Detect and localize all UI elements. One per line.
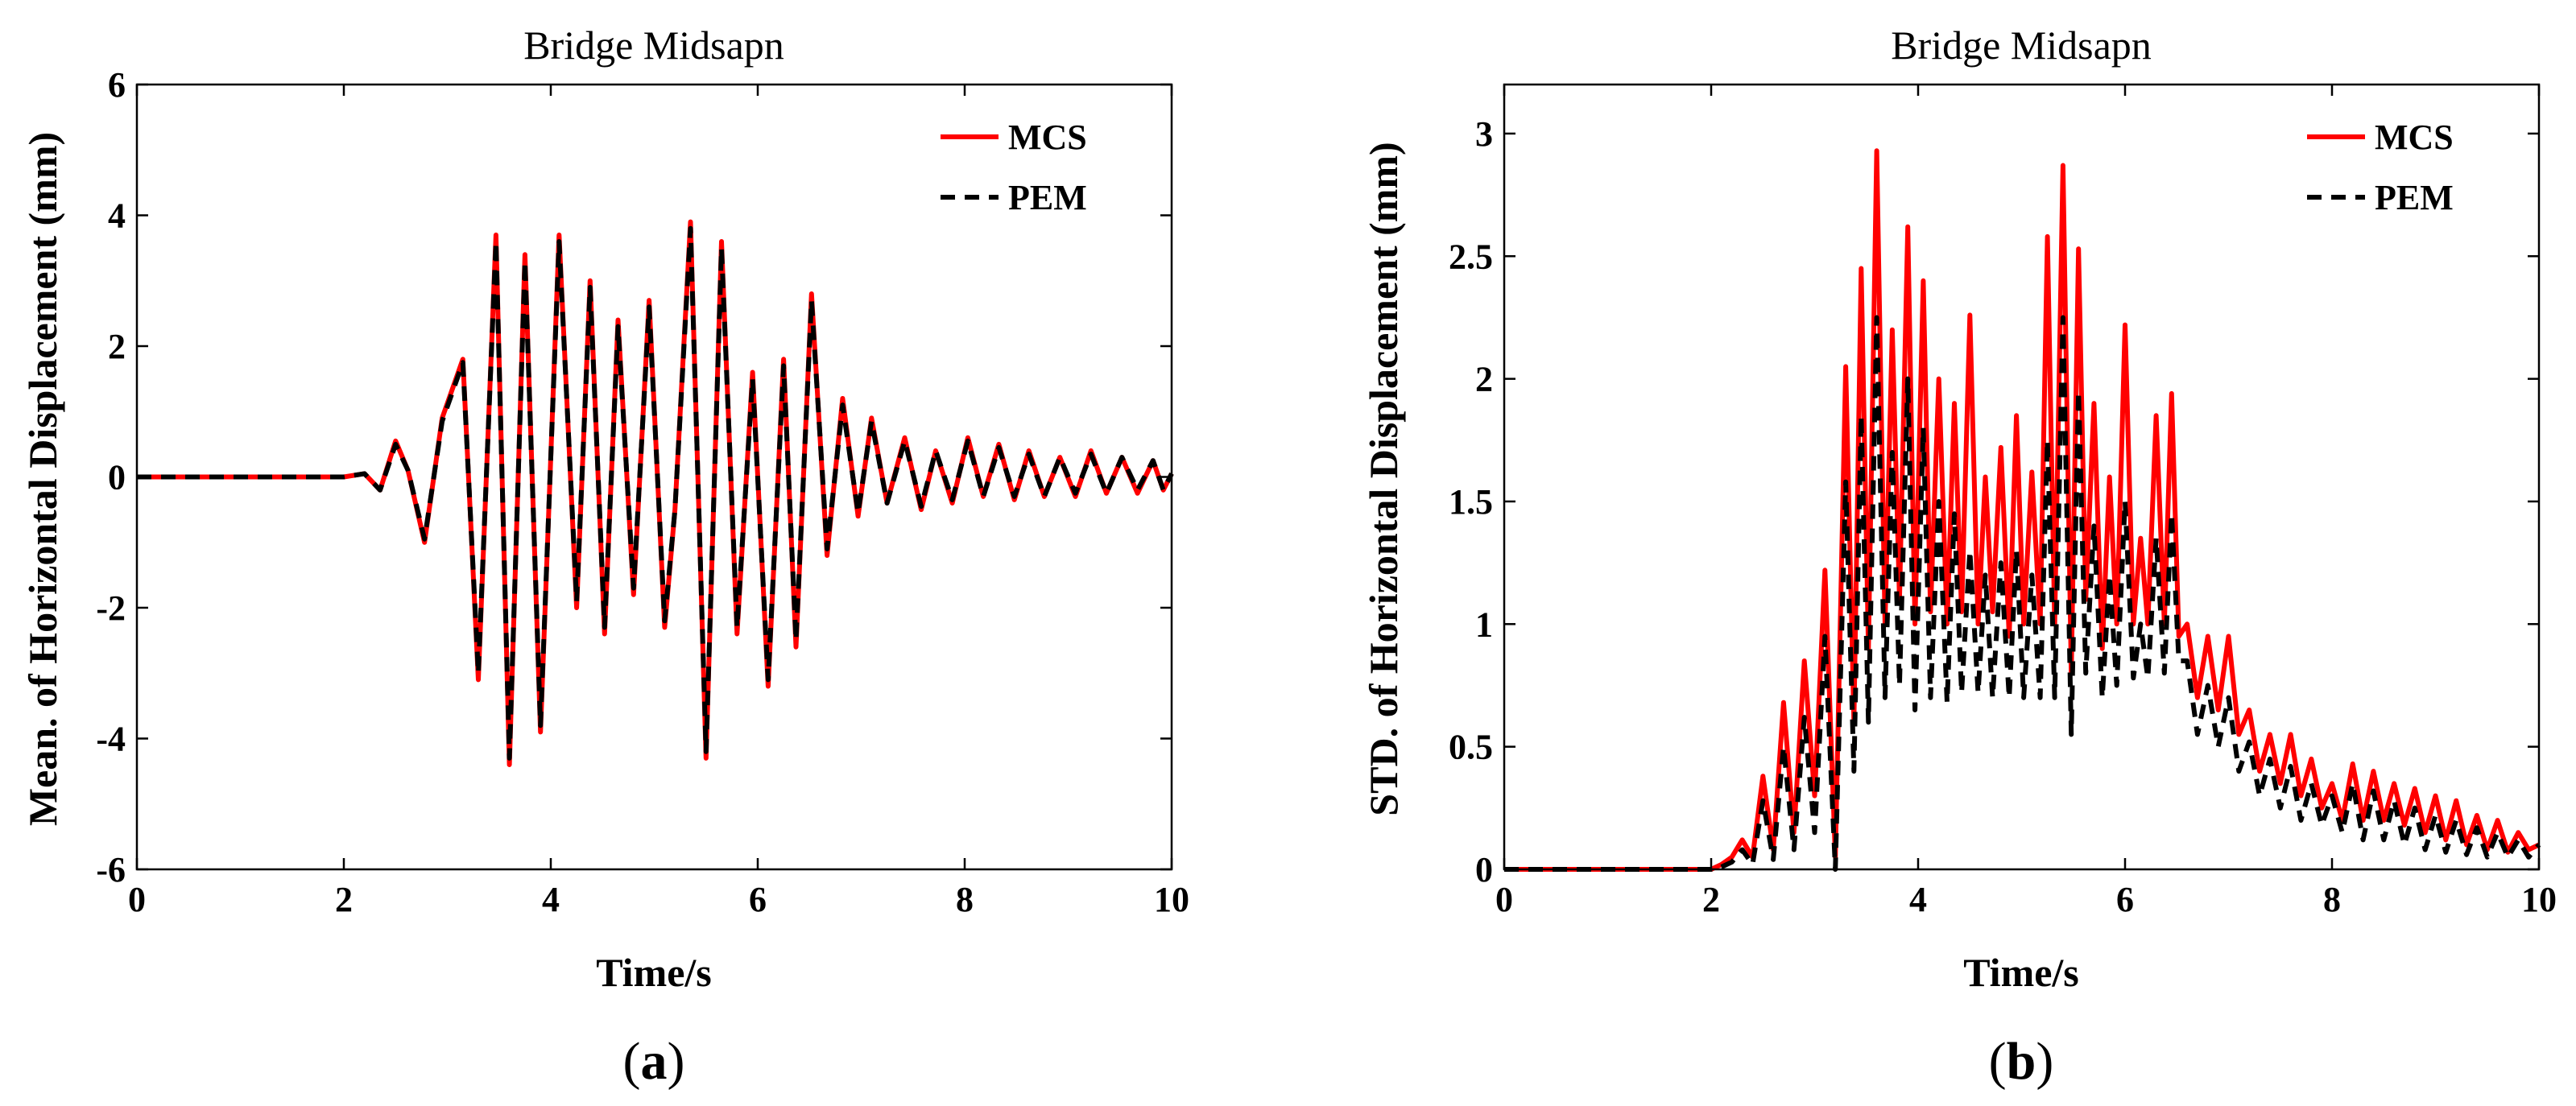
panel-a-y-ticks: -6 -4 -2 0 2 4 6	[96, 65, 1172, 889]
panel-a-x-tick-label: 0	[128, 880, 146, 919]
panel-a-y-tick-label: 0	[108, 458, 126, 497]
panel-b-x-tick-label: 4	[1909, 880, 1927, 919]
panel-b-legend-mcs-label: MCS	[2375, 118, 2454, 157]
panel-b-y-tick-label: 3	[1475, 114, 1493, 154]
panel-b-y-tick-label: 2	[1475, 360, 1493, 399]
panel-b-x-tick-label: 0	[1495, 880, 1513, 919]
panel-a-legend-mcs-label: MCS	[1008, 118, 1087, 157]
panel-b-x-ticks: 0 2 4 6 8 10	[1495, 85, 2557, 919]
panel-a-x-ticks: 0 2 4 6 8 10	[128, 85, 1189, 919]
panel-b-x-axis-label: Time/s	[1963, 950, 2079, 995]
panel-a-y-tick-label: -6	[96, 850, 126, 889]
panel-a-y-tick-label: 6	[108, 65, 126, 105]
panel-a-y-tick-label: 2	[108, 327, 126, 366]
panel-a-y-tick-label: -2	[96, 588, 126, 628]
panel-a-legend: MCS PEM	[941, 118, 1087, 217]
panel-b-plot-area	[1504, 148, 2541, 872]
panel-b-y-axis-label: STD. of Horizontal Displacement (mm)	[1361, 142, 1406, 815]
panel-b-x-tick-label: 6	[2116, 880, 2134, 919]
panel-a-y-tick-label: -4	[96, 720, 126, 759]
panel-b-y-ticks: 0 0.5 1 1.5 2 2.5 3	[1449, 114, 2539, 889]
panel-b-frame	[1503, 83, 2541, 871]
panel-b-x-tick-label: 8	[2323, 880, 2341, 919]
panel-b-y-tick-label: 0.5	[1449, 728, 1493, 767]
panel-b-legend-pem-label: PEM	[2375, 178, 2454, 217]
panel-a-x-tick-label: 2	[335, 880, 353, 919]
panel-a-x-tick-label: 8	[956, 880, 974, 919]
panel-b-legend: MCS PEM	[2307, 118, 2454, 217]
panel-a-title: Bridge Midsapn	[523, 23, 784, 68]
panel-a-y-tick-label: 4	[108, 196, 126, 236]
panel-b-y-tick-label: 1.5	[1449, 482, 1493, 522]
panel-b-x-tick-label: 2	[1702, 880, 1720, 919]
panel-b-caption: (b)	[1989, 1032, 2054, 1091]
panel-b-caption-letter: b	[2007, 1032, 2036, 1091]
panel-a-x-tick-label: 4	[542, 880, 560, 919]
panel-b-std-displacement: Bridge Midsapn 0 2 4 6 8 10 0 0.5 1 1.5 2 2.5 3 Tim…	[1361, 23, 2557, 1091]
panel-a-series-pem-line	[137, 225, 1174, 761]
panel-b-y-tick-label: 1	[1475, 605, 1493, 644]
panel-b-x-tick-label: 10	[2521, 880, 2557, 919]
panel-b-series-mcs-line	[1504, 148, 2541, 872]
panel-a-plot-area	[137, 219, 1174, 767]
panel-a-caption-letter: a	[641, 1032, 668, 1091]
panel-b-y-tick-label: 0	[1475, 850, 1493, 889]
panel-a-legend-pem-label: PEM	[1008, 178, 1087, 217]
panel-b-series-pem-line	[1504, 315, 2541, 872]
panel-a-mean-displacement: Bridge Midsapn 0 2 4 6 8 10 -6 -4 -2 0 2 4 6 Time/s…	[20, 23, 1189, 1091]
panel-a-x-axis-label: Time/s	[596, 950, 712, 995]
panel-a-y-axis-label: Mean. of Horizontal Displacement (mm)	[20, 132, 65, 826]
panel-a-x-tick-label: 10	[1154, 880, 1189, 919]
panel-b-y-tick-label: 2.5	[1449, 237, 1493, 276]
panel-b-title: Bridge Midsapn	[1891, 23, 2152, 68]
panel-a-x-tick-label: 6	[749, 880, 767, 919]
panel-a-caption: (a)	[623, 1032, 685, 1091]
